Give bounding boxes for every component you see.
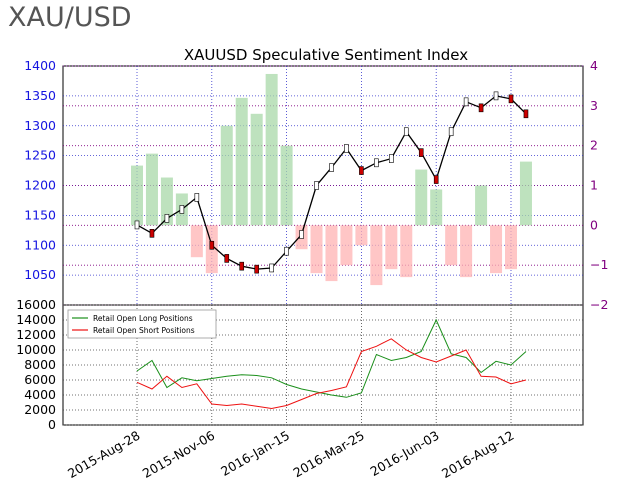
price-candle: [179, 205, 185, 214]
left-tick-label: 1150: [24, 207, 56, 222]
left-tick-label: 1300: [24, 118, 56, 133]
price-candle: [329, 163, 334, 172]
ssi-bar-negative: [190, 225, 203, 258]
ssi-bar-negative: [355, 225, 368, 246]
legend-short-label: Retail Open Short Positions: [93, 326, 195, 335]
ssi-bar-positive: [145, 153, 158, 226]
legend-box: [67, 309, 217, 339]
ssi-bar-negative: [325, 225, 338, 282]
x-tick-label: 2016-Jun-03: [368, 428, 442, 479]
top-grid: [63, 65, 583, 306]
ssi-bars: [131, 73, 532, 286]
left-tick-label: 1100: [24, 237, 56, 252]
ssi-bar-positive: [415, 169, 428, 226]
price-candle: [448, 127, 454, 137]
ssi-bar-negative: [460, 225, 473, 278]
price-candle: [299, 230, 304, 239]
price-candle: [314, 181, 319, 190]
left-tick-label: 1050: [24, 267, 56, 282]
right-axis-ticks: −2 −1 0 1 2 3 4: [590, 58, 608, 312]
right-tick-label: 2: [590, 138, 598, 153]
price-candle: [403, 127, 409, 137]
left-tick-label: 1250: [24, 148, 56, 163]
legend: Retail Open Long Positions Retail Open S…: [67, 309, 217, 339]
bottom-tick-label: 0: [48, 417, 56, 432]
price-candle: [418, 148, 424, 157]
ssi-bar-positive: [220, 125, 233, 226]
ssi-bar-negative: [505, 225, 517, 270]
left-tick-label: 1400: [24, 58, 56, 73]
price-candle: [149, 229, 155, 238]
price-candle: [478, 103, 484, 113]
ticker-title: XAU/USD: [8, 2, 132, 33]
ssi-bar-negative: [490, 225, 503, 274]
bottom-tick-label: 10000: [16, 342, 56, 357]
ssi-bar-negative: [370, 225, 383, 286]
bottom-tick-label: 8000: [24, 357, 56, 372]
price-candle: [269, 263, 274, 273]
price-candle: [164, 214, 170, 223]
price-candle: [254, 264, 259, 274]
ssi-bar-positive: [430, 189, 443, 226]
long-positions-line: [136, 318, 527, 398]
ssi-bar-positive: [131, 165, 143, 226]
ssi-bar-positive: [160, 177, 173, 226]
right-tick-label: 0: [590, 217, 598, 232]
price-series: [134, 91, 529, 274]
x-tick-label: 2015-Nov-06: [140, 428, 218, 481]
left-tick-label: 1200: [24, 178, 56, 193]
price-candle: [493, 91, 499, 101]
right-tick-label: 4: [590, 58, 598, 73]
ssi-bar-negative: [310, 225, 323, 274]
price-candle: [523, 109, 529, 119]
price-candle: [508, 94, 514, 104]
price-candle: [374, 158, 379, 168]
price-candle: [209, 240, 215, 250]
price-candle: [134, 220, 140, 230]
chart-title: XAUUSD Speculative Sentiment Index: [184, 46, 468, 64]
right-tick-label: 1: [590, 178, 598, 193]
bottom-tick-label: 2000: [24, 402, 56, 417]
bottom-tick-label: 6000: [24, 372, 56, 387]
x-tick-label: 2016-Jan-15: [218, 428, 292, 479]
ssi-bar-positive: [250, 113, 263, 226]
x-tick-label: 2016-Mar-25: [291, 428, 367, 481]
bottom-tick-label: 12000: [16, 327, 56, 342]
ssi-bar-positive: [280, 145, 293, 226]
ssi-bar-positive: [519, 161, 532, 226]
bottom-tick-label: 14000: [16, 312, 56, 327]
price-candle: [239, 261, 245, 271]
position-lines: [136, 318, 527, 410]
right-tick-label: −1: [590, 257, 608, 272]
price-candle: [194, 193, 200, 202]
price-candle: [224, 254, 230, 263]
price-candle: [389, 154, 394, 163]
price-candle: [463, 97, 469, 107]
bottom-tick-label: 16000: [16, 297, 56, 312]
left-axis-ticks: 1050 1100 1150 1200 1250 1300 1350 1400: [24, 58, 56, 282]
price-candle: [433, 175, 439, 184]
left-tick-label: 1350: [24, 88, 56, 103]
ssi-bar-positive: [235, 97, 248, 226]
x-tick-label: 2015-Aug-28: [65, 428, 143, 481]
right-tick-label: 3: [590, 98, 598, 113]
legend-long-label: Retail Open Long Positions: [93, 314, 193, 323]
price-candle: [359, 166, 364, 175]
ssi-bar-negative: [445, 225, 458, 266]
ssi-bar-negative: [340, 225, 353, 266]
right-tick-label: −2: [590, 297, 608, 312]
ssi-bar-positive: [265, 73, 278, 226]
price-candle: [284, 246, 289, 256]
ssi-bar-negative: [400, 225, 413, 278]
bottom-tick-label: 4000: [24, 387, 56, 402]
x-tick-label: 2016-Aug-12: [439, 428, 517, 481]
ssi-bar-negative: [385, 225, 398, 270]
ssi-bar-positive: [475, 185, 488, 226]
short-positions-line: [136, 338, 527, 410]
price-candle: [344, 144, 349, 153]
